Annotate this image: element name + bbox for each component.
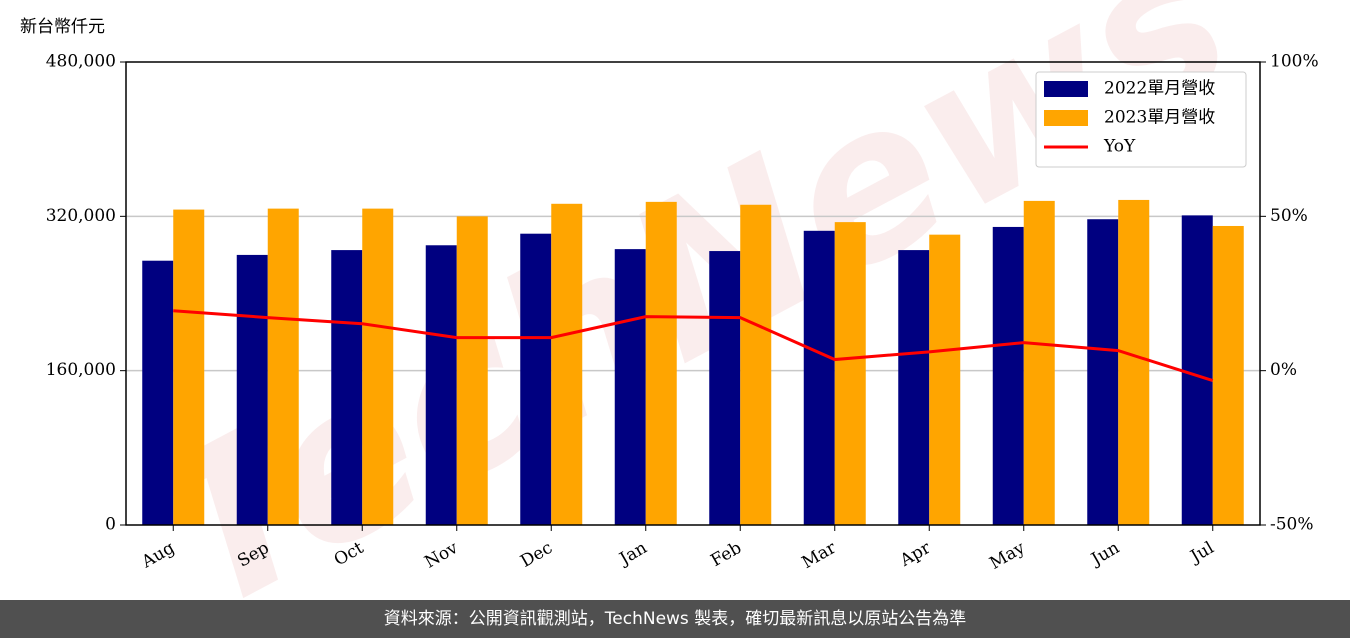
bar — [803, 230, 835, 526]
yoy-line — [173, 309, 1214, 382]
bar — [331, 250, 363, 525]
bar — [456, 216, 488, 526]
x-tick-label: Mar — [799, 537, 841, 573]
plot-frame — [125, 61, 1261, 526]
bar — [1212, 225, 1244, 525]
legend-label: 2022單月營收 — [1104, 79, 1215, 99]
bar — [645, 201, 677, 526]
bar — [142, 260, 174, 525]
x-tick-label: Jul — [1186, 538, 1218, 568]
bar — [425, 245, 457, 526]
x-tick-label: Feb — [707, 538, 745, 571]
x-tick-label: Jan — [615, 538, 651, 570]
bar — [1181, 215, 1213, 525]
bar — [614, 249, 646, 526]
y2-tick-label: -50% — [1270, 515, 1314, 535]
legend-swatch — [1044, 110, 1088, 126]
bar — [1118, 199, 1150, 525]
y-tick-label: 0 — [105, 515, 116, 535]
bar — [709, 251, 741, 525]
bar — [362, 208, 394, 525]
source-note: 資料來源：公開資訊觀測站，TechNews 製表，確切最新訊息以原站公告為準 — [384, 609, 966, 629]
x-tick-label: Apr — [896, 537, 935, 571]
legend-label: 2023單月營收 — [1104, 108, 1215, 128]
footer-band — [0, 600, 1350, 638]
legend-box — [1035, 71, 1247, 168]
x-tick-label: Jun — [1086, 538, 1123, 571]
unit-label: 新台幣仟元 — [20, 17, 105, 37]
bar — [1087, 219, 1119, 525]
bar — [551, 203, 583, 525]
bar — [992, 226, 1024, 525]
legend-label: YoY — [1103, 137, 1136, 157]
bar — [267, 208, 299, 525]
bar — [740, 204, 772, 525]
y2-tick-label: 50% — [1270, 206, 1308, 226]
bar — [929, 234, 961, 526]
bar — [236, 254, 268, 525]
bar — [834, 222, 866, 525]
bar — [1023, 200, 1055, 525]
y2-tick-label: 100% — [1270, 52, 1319, 72]
y-tick-label: 480,000 — [46, 52, 116, 72]
x-tick-label: Dec — [517, 538, 556, 572]
y2-tick-label: 0% — [1270, 360, 1297, 380]
legend-swatch — [1044, 81, 1088, 97]
bar — [173, 209, 205, 526]
bar — [898, 250, 930, 525]
x-tick-label: May — [986, 538, 1029, 574]
y-tick-label: 320,000 — [46, 206, 116, 226]
bar — [520, 233, 552, 525]
y-tick-label: 160,000 — [46, 360, 116, 380]
